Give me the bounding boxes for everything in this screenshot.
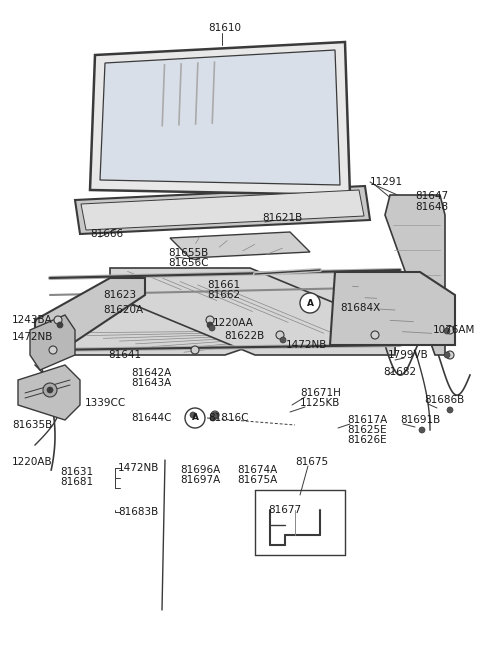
Text: 81642A: 81642A — [131, 368, 171, 378]
Circle shape — [444, 352, 450, 358]
Circle shape — [300, 293, 320, 313]
Polygon shape — [170, 232, 310, 258]
Text: 81666: 81666 — [90, 229, 123, 239]
Circle shape — [190, 415, 196, 421]
Circle shape — [446, 351, 454, 359]
Circle shape — [444, 328, 450, 334]
Circle shape — [212, 412, 218, 418]
Circle shape — [190, 412, 196, 418]
Polygon shape — [81, 190, 364, 230]
Text: 81816C: 81816C — [208, 413, 249, 423]
Text: 1125KB: 1125KB — [300, 398, 340, 408]
Text: 1076AM: 1076AM — [433, 325, 475, 335]
Polygon shape — [18, 365, 80, 420]
Text: 1220AB: 1220AB — [12, 457, 53, 467]
Circle shape — [209, 325, 215, 331]
Text: 81626E: 81626E — [347, 435, 386, 445]
Polygon shape — [90, 42, 350, 195]
Text: 81647: 81647 — [415, 191, 448, 201]
Text: 81621B: 81621B — [262, 213, 302, 223]
Circle shape — [206, 316, 214, 324]
Text: 81631: 81631 — [60, 467, 93, 477]
Circle shape — [57, 322, 63, 328]
Text: 81683B: 81683B — [118, 507, 158, 517]
Text: 81684X: 81684X — [340, 303, 380, 313]
Text: 81617A: 81617A — [347, 415, 387, 425]
Polygon shape — [330, 272, 455, 345]
Circle shape — [211, 411, 219, 419]
Text: 81655B: 81655B — [168, 248, 208, 258]
Text: 81697A: 81697A — [180, 475, 220, 485]
Circle shape — [47, 387, 53, 393]
Circle shape — [446, 326, 454, 334]
Text: 81691B: 81691B — [400, 415, 440, 425]
Text: 81620A: 81620A — [103, 305, 143, 315]
Text: 1243BA: 1243BA — [12, 315, 53, 325]
Text: A: A — [307, 299, 313, 307]
Text: 81643A: 81643A — [131, 378, 171, 388]
Text: 81674A: 81674A — [237, 465, 277, 475]
Text: 81635B: 81635B — [12, 420, 52, 430]
Text: 81625E: 81625E — [347, 425, 386, 435]
Polygon shape — [110, 268, 395, 355]
Circle shape — [447, 407, 453, 413]
Text: 81675: 81675 — [295, 457, 328, 467]
Circle shape — [371, 331, 379, 339]
Text: 81686B: 81686B — [424, 395, 464, 405]
Text: 11291: 11291 — [370, 177, 403, 187]
Text: 1472NB: 1472NB — [286, 340, 327, 350]
Polygon shape — [35, 278, 145, 345]
Text: 81623: 81623 — [103, 290, 136, 300]
Text: 1799VB: 1799VB — [388, 350, 429, 360]
Text: 81644C: 81644C — [131, 413, 171, 423]
Text: 1220AA: 1220AA — [213, 318, 254, 328]
Circle shape — [185, 408, 205, 428]
Text: 81682: 81682 — [383, 367, 416, 377]
Text: 81661: 81661 — [207, 280, 240, 290]
Text: 81662: 81662 — [207, 290, 240, 300]
Text: 81641: 81641 — [108, 350, 141, 360]
Text: 81610: 81610 — [208, 23, 241, 33]
Circle shape — [280, 337, 286, 343]
Circle shape — [191, 346, 199, 354]
Polygon shape — [75, 186, 370, 234]
Text: A: A — [192, 413, 199, 422]
Circle shape — [43, 383, 57, 397]
Text: 81656C: 81656C — [168, 258, 208, 268]
Text: 81675A: 81675A — [237, 475, 277, 485]
Circle shape — [191, 411, 199, 419]
Text: 81696A: 81696A — [180, 465, 220, 475]
Polygon shape — [100, 50, 340, 185]
Circle shape — [207, 322, 213, 328]
Polygon shape — [30, 315, 75, 370]
Text: 81622B: 81622B — [224, 331, 264, 341]
Circle shape — [210, 415, 216, 421]
Text: 81648: 81648 — [415, 202, 448, 212]
Text: 1339CC: 1339CC — [85, 398, 126, 408]
Circle shape — [49, 346, 57, 354]
Polygon shape — [45, 272, 400, 355]
Circle shape — [419, 427, 425, 433]
Circle shape — [54, 316, 62, 324]
Text: 81671H: 81671H — [300, 388, 341, 398]
Text: 1472NB: 1472NB — [118, 463, 159, 473]
Text: 81677: 81677 — [268, 505, 301, 515]
Polygon shape — [385, 195, 445, 355]
Circle shape — [276, 331, 284, 339]
Text: 1472NB: 1472NB — [12, 332, 53, 342]
Text: 81681: 81681 — [60, 477, 93, 487]
